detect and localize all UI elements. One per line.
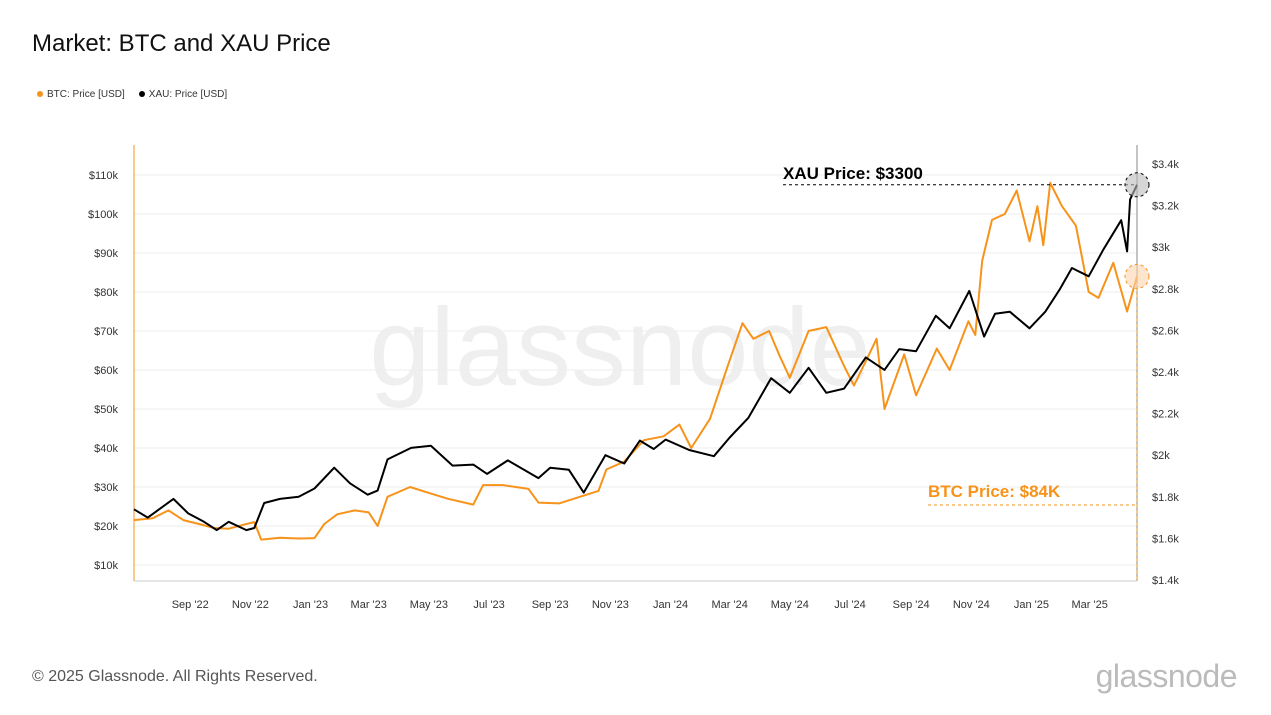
y-right-tick-label: $2k (1152, 450, 1170, 462)
x-tick-label: Jan '25 (1014, 599, 1049, 611)
y-left-tick-label: $100k (88, 209, 118, 221)
y-right-tick-label: $1.8k (1152, 492, 1179, 504)
x-tick-label: Sep '23 (532, 599, 569, 611)
legend-label: BTC: Price [USD] (47, 89, 125, 100)
x-tick-label: Mar '24 (712, 599, 748, 611)
y-right-tick-label: $3.4k (1152, 159, 1179, 171)
y-left-tick-label: $80k (94, 287, 118, 299)
y-right-tick-label: $2.6k (1152, 325, 1179, 337)
legend-label: XAU: Price [USD] (148, 89, 228, 100)
x-tick-label: Mar '25 (1071, 599, 1107, 611)
glassnode-logo: glassnode (1095, 658, 1238, 694)
y-left-tick-label: $110k (89, 170, 119, 182)
legend: BTC: Price [USD] XAU: Price [USD] (37, 89, 227, 100)
y-right-tick-label: $1.4k (1152, 575, 1179, 587)
y-right-tick-label: $1.6k (1152, 533, 1179, 545)
y-left-tick-label: $50k (94, 404, 118, 416)
page-title: Market: BTC and XAU Price (32, 30, 331, 57)
x-tick-label: Sep '24 (893, 599, 930, 611)
y-left-tick-label: $30k (94, 482, 118, 494)
xau-annotation: XAU Price: $3300 (783, 164, 923, 183)
x-tick-label: Nov '23 (592, 599, 629, 611)
y-left-tick-label: $70k (94, 326, 118, 338)
btc-annotation: BTC Price: $84K (928, 482, 1061, 501)
x-tick-label: May '23 (410, 599, 448, 611)
x-tick-label: Nov '22 (232, 599, 269, 611)
xau-marker (1124, 172, 1150, 198)
y-left-tick-label: $60k (94, 365, 118, 377)
y-right-tick-label: $2.8k (1152, 284, 1179, 296)
x-tick-label: Jul '23 (473, 599, 504, 611)
x-tick-label: Mar '23 (351, 599, 387, 611)
btc-marker (1124, 263, 1150, 289)
xau-price-line (133, 184, 1138, 532)
y-right-tick-label: $3.2k (1152, 201, 1179, 213)
x-tick-label: May '24 (771, 599, 809, 611)
xau-dot-icon (138, 91, 145, 98)
legend-item-xau[interactable]: XAU: Price [USD] (138, 89, 228, 100)
y-left-tick-label: $10k (94, 560, 118, 572)
btc-price-line (133, 181, 1138, 541)
y-left-tick-label: $20k (94, 521, 118, 533)
copyright: © 2025 Glassnode. All Rights Reserved. (32, 668, 318, 685)
x-tick-label: Jul '24 (834, 599, 865, 611)
y-left-tick-label: $90k (94, 248, 118, 260)
btc-dot-icon (37, 91, 43, 98)
legend-item-btc[interactable]: BTC: Price [USD] (37, 89, 125, 100)
watermark: glassnode (369, 286, 871, 409)
y-right-tick-label: $3k (1152, 242, 1170, 254)
x-tick-label: Sep '22 (172, 599, 209, 611)
x-tick-label: Jan '24 (653, 599, 688, 611)
y-right-tick-label: $2.4k (1152, 367, 1179, 379)
y-right-tick-label: $2.2k (1152, 409, 1179, 421)
y-left-tick-label: $40k (94, 443, 118, 455)
x-tick-label: Jan '23 (293, 599, 328, 611)
x-tick-label: Nov '24 (953, 599, 990, 611)
